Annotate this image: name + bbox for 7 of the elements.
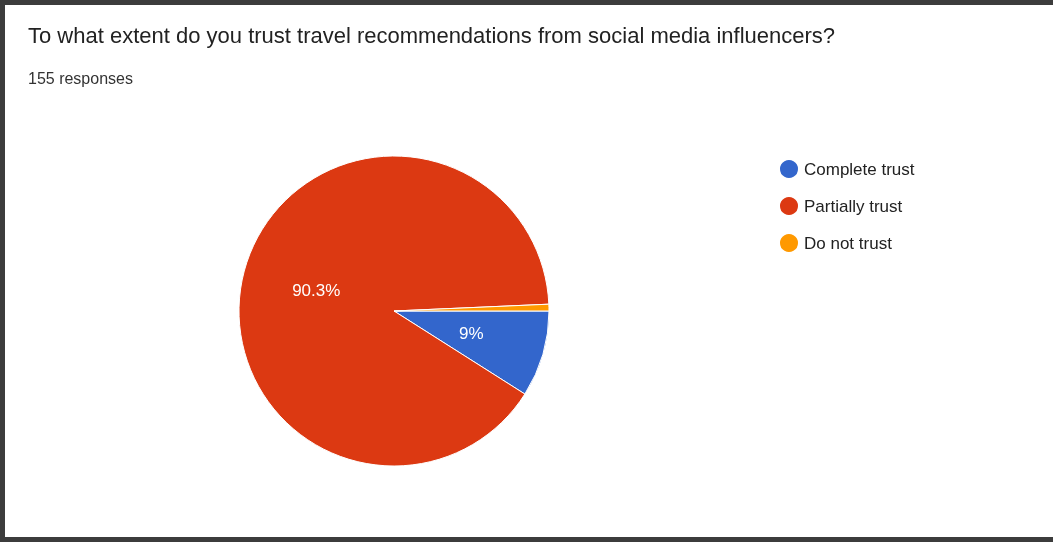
data-label: 9% bbox=[459, 323, 484, 343]
legend-label: Do not trust bbox=[804, 233, 893, 253]
legend-label: Partially trust bbox=[804, 196, 903, 216]
text: 155 responses bbox=[28, 69, 133, 87]
data-label: 90.3% bbox=[292, 280, 341, 300]
legend-label: Complete trust bbox=[804, 159, 915, 179]
chart-title: To what extent do you trust travel recommendations from social media influencers? bbox=[28, 22, 836, 48]
